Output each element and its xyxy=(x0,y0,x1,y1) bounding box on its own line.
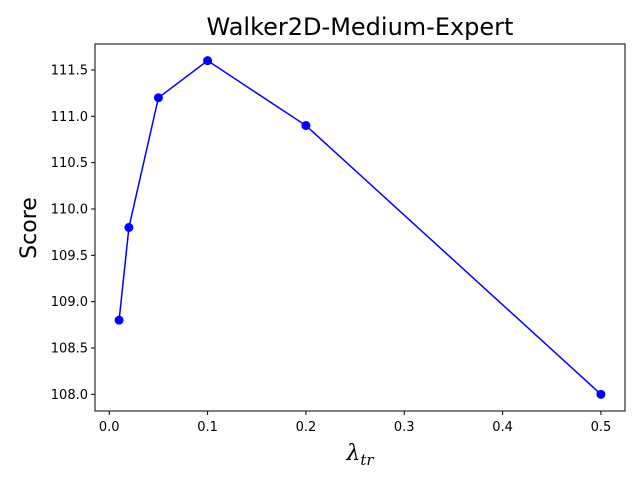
x-axis-label-base: λ xyxy=(345,441,360,466)
series-line xyxy=(118,59,602,395)
y-tick-label: 111.5 xyxy=(51,63,88,78)
data-point-marker xyxy=(203,56,213,66)
y-tick-label: 111.0 xyxy=(51,110,88,125)
data-point-marker xyxy=(124,223,134,232)
data-point-marker xyxy=(301,121,311,131)
x-tick-label: 0.0 xyxy=(99,420,120,435)
x-tick-label: 0.5 xyxy=(591,420,612,435)
y-tick-label: 108.0 xyxy=(51,388,88,403)
y-tick-label: 109.5 xyxy=(51,249,88,264)
y-tick-label: 110.5 xyxy=(51,156,88,171)
x-axis-label: λtr xyxy=(345,441,374,469)
plot-frame xyxy=(94,43,626,412)
x-tick-label: 0.2 xyxy=(296,420,317,435)
data-point-marker xyxy=(596,389,606,399)
data-point-marker xyxy=(153,93,163,103)
chart-title: Walker2D-Medium-Expert xyxy=(207,13,514,41)
x-axis-label-subscript: tr xyxy=(360,451,374,469)
y-axis-label: Score xyxy=(17,197,42,259)
x-axis-ticks: 0.0 0.1 0.2 0.3 0.4 0.5 xyxy=(99,411,611,435)
series-markers xyxy=(114,56,606,399)
x-tick-label: 0.4 xyxy=(492,420,513,435)
y-tick-label: 110.0 xyxy=(51,202,88,217)
data-point-marker xyxy=(114,315,124,325)
y-axis-ticks: 108.0 108.5 109.0 109.5 110.0 110.5 111.0 111.5 xyxy=(51,63,95,403)
x-tick-label: 0.3 xyxy=(394,420,415,435)
x-tick-label: 0.1 xyxy=(197,420,218,435)
y-tick-label: 109.0 xyxy=(51,295,88,310)
y-tick-label: 108.5 xyxy=(51,341,88,356)
